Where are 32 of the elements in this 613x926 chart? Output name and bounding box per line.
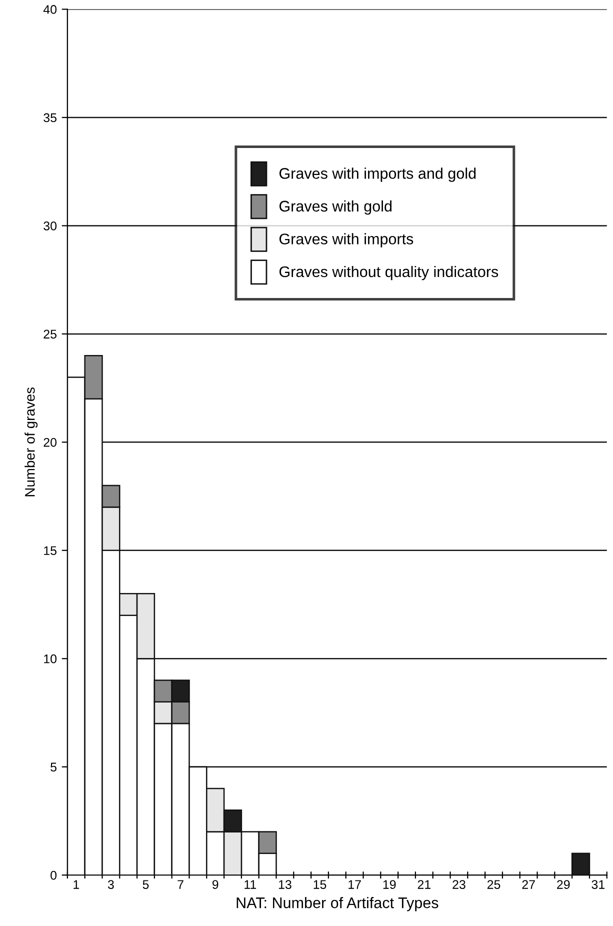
x-tick-label: 21 [418,880,430,889]
legend-label: Graves with gold [279,200,392,215]
legend-label: Graves without quality indicators [279,266,498,280]
y-tick-label: 35 [44,113,56,122]
x-tick-label: 17 [348,880,361,889]
y-tick-label: 40 [43,5,57,14]
legend-label: Graves with imports and gold [279,168,476,182]
x-tick-label: 19 [383,880,396,889]
x-tick-label: 11 [244,880,256,889]
legend-label: Graves with imports [279,233,414,248]
x-tick-label: 31 [592,880,605,889]
y-tick-label: 0 [50,870,57,880]
x-tick-label: 3 [108,880,114,889]
y-tick-label: 30 [44,222,57,230]
y-axis-title: Number of graves [24,387,38,496]
x-tick-label: 25 [487,880,500,889]
y-tick-label: 10 [44,654,57,664]
x-tick-label: 5 [142,880,149,889]
x-tick-label: 1 [74,880,79,889]
x-tick-label: 29 [557,880,570,889]
bar [571,852,590,876]
x-tick-label: 27 [522,880,535,889]
y-tick-label: 5 [50,762,56,772]
x-axis-title: NAT: Number of Artifact Types [236,897,438,912]
x-tick-label: 9 [212,880,218,889]
x-tick-label: 23 [452,880,466,889]
x-tick-label: 15 [314,880,326,889]
x-tick-label: 7 [178,880,184,889]
x-tick-label: 13 [278,880,292,889]
y-tick-label: 20 [44,438,57,447]
y-tick-label: 15 [44,546,56,556]
y-tick-label: 25 [44,330,56,339]
